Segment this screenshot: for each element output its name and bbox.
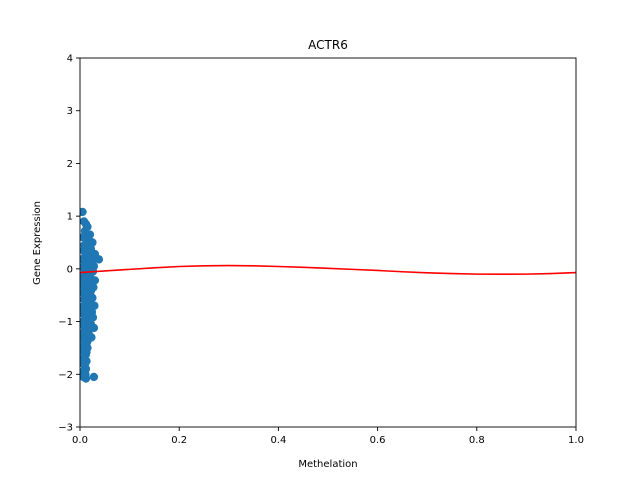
y-tick-label: 1 — [67, 212, 73, 223]
y-tick-label: −2 — [58, 370, 73, 381]
scatter-point — [82, 356, 91, 366]
x-tick-label: 0.0 — [72, 435, 88, 446]
y-tick-label: −1 — [58, 317, 73, 328]
scatter-point — [90, 276, 100, 285]
x-tick-label: 0.8 — [469, 435, 485, 446]
scatter-point — [82, 327, 92, 337]
x-tick-label: 1.0 — [568, 435, 584, 446]
fit-line — [80, 264, 576, 276]
x-axis-label: Methelation — [298, 459, 357, 470]
x-tick-label: 0.6 — [370, 435, 386, 446]
y-tick-label: −3 — [58, 423, 73, 434]
plot-area — [80, 207, 576, 383]
axes-frame — [79, 57, 577, 428]
y-tick-label: 4 — [67, 54, 73, 65]
axes-layer: 0.0 0.2 0.4 0.6 0.8 1.0 −3 −2 −1 0 1 2 3 4 — [58, 54, 584, 447]
scatter-point — [89, 372, 99, 382]
plot-layer — [80, 207, 576, 383]
scatter-point — [81, 374, 91, 383]
scatter-point — [88, 313, 97, 322]
y-tick-label: 3 — [67, 106, 73, 117]
scatter-point — [80, 207, 87, 217]
y-tick-label: 0 — [67, 264, 73, 275]
scatter-point — [94, 255, 104, 264]
x-tick-label: 0.2 — [171, 435, 187, 446]
y-axis-label: Gene Expression — [32, 201, 43, 285]
chart-title: ACTR6 — [308, 38, 348, 52]
x-tick-label: 0.4 — [270, 435, 286, 446]
y-tick-label: 2 — [67, 159, 73, 170]
